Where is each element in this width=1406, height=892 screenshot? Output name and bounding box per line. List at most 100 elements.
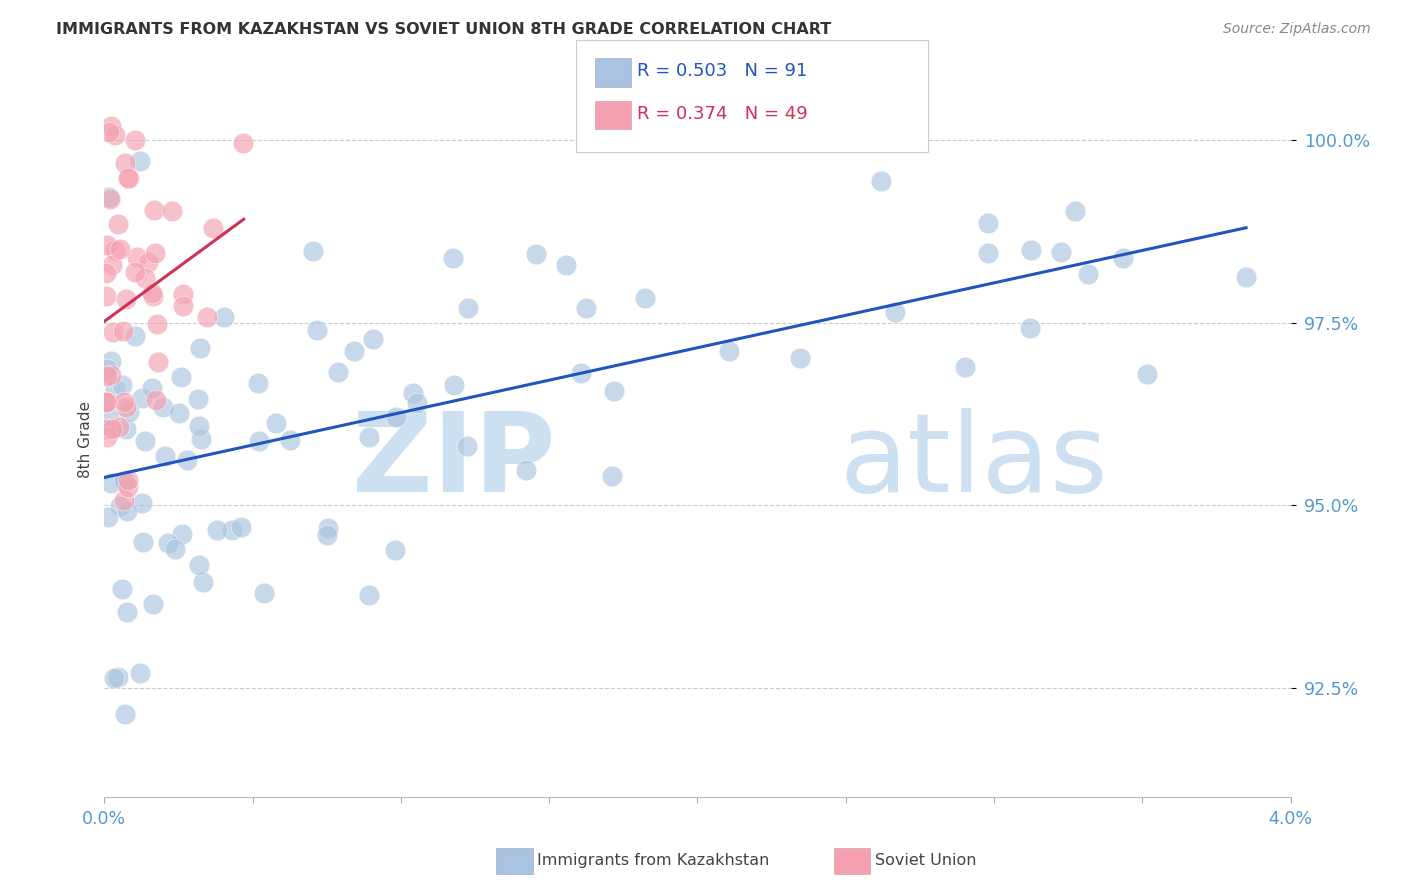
Point [305,324,328,338]
Point [170,527,193,541]
Point [191,574,214,589]
Point [456,439,478,453]
Point [112,474,135,488]
Point [405,395,427,409]
Point [142,289,165,303]
Point [633,291,655,305]
Point [569,366,592,380]
Point [884,305,907,319]
Text: R = 0.503   N = 91: R = 0.503 N = 91 [637,62,807,80]
Point [131,496,153,510]
Point [156,535,179,549]
Point [100,354,122,368]
Point [172,287,194,301]
Point [112,395,135,409]
Point [221,524,243,538]
Point [515,463,537,477]
Point [955,360,977,375]
Point [117,504,139,518]
Point [253,585,276,599]
Point [247,434,270,448]
Point [176,453,198,467]
Point [114,156,136,170]
Text: Immigrants from Kazakhstan: Immigrants from Kazakhstan [537,854,769,868]
Point [101,325,124,339]
Point [108,420,131,434]
Point [977,246,1000,260]
Point [118,170,141,185]
Point [117,473,139,487]
Point [94,289,117,303]
Point [264,416,287,430]
Point [443,378,465,392]
Point [1077,268,1099,282]
Text: ZIP: ZIP [352,408,555,515]
Point [145,393,167,408]
Point [115,400,138,414]
Point [232,136,254,151]
Point [603,384,626,398]
Point [976,216,998,230]
Point [359,430,381,444]
Point [98,409,121,424]
Point [172,299,194,313]
Point [124,133,146,147]
Point [1112,251,1135,265]
Point [94,395,117,409]
Point [129,665,152,680]
Point [188,418,211,433]
Point [117,170,139,185]
Point [152,400,174,414]
Point [114,422,136,436]
Text: Soviet Union: Soviet Union [875,854,976,868]
Point [111,582,134,596]
Text: 4.0%: 4.0% [1268,811,1313,829]
Point [97,510,120,524]
Point [104,382,127,396]
Point [524,247,547,261]
Point [555,259,578,273]
Point [136,255,159,269]
Point [94,394,117,409]
Point [108,242,131,256]
Point [98,190,121,204]
Point [1019,321,1042,335]
Point [186,392,208,406]
Point [195,310,218,324]
Point [114,707,136,722]
Point [107,670,129,684]
Point [118,405,141,419]
Point [96,368,118,383]
Point [201,221,224,235]
Point [247,376,270,391]
Point [229,520,252,534]
Point [145,317,167,331]
Point [188,341,211,355]
Point [98,192,121,206]
Point [103,671,125,685]
Point [134,271,156,285]
Text: Source: ZipAtlas.com: Source: ZipAtlas.com [1223,22,1371,37]
Point [384,410,406,425]
Point [96,361,118,376]
Point [146,355,169,369]
Point [361,332,384,346]
Point [117,480,139,494]
Point [127,250,149,264]
Point [143,202,166,217]
Point [141,381,163,395]
Point [302,244,325,258]
Point [169,406,191,420]
Point [187,558,209,573]
Point [94,422,117,436]
Point [384,542,406,557]
Point [114,475,136,490]
Point [104,243,127,257]
Point [107,217,129,231]
Text: 0.0%: 0.0% [83,811,127,829]
Point [278,434,301,448]
Point [717,343,740,358]
Point [112,492,135,507]
Point [96,430,118,444]
Point [1050,245,1073,260]
